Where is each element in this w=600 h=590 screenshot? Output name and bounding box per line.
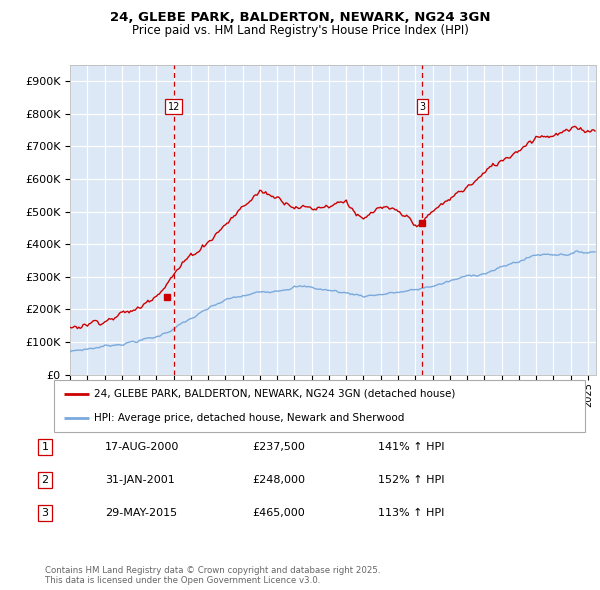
Text: 141% ↑ HPI: 141% ↑ HPI [378,442,445,452]
Text: £248,000: £248,000 [252,475,305,485]
Text: 3: 3 [419,101,425,112]
Text: 24, GLEBE PARK, BALDERTON, NEWARK, NG24 3GN: 24, GLEBE PARK, BALDERTON, NEWARK, NG24 … [110,11,490,24]
Text: 12: 12 [167,101,180,112]
Text: 29-MAY-2015: 29-MAY-2015 [105,508,177,518]
Text: 31-JAN-2001: 31-JAN-2001 [105,475,175,485]
Text: Price paid vs. HM Land Registry's House Price Index (HPI): Price paid vs. HM Land Registry's House … [131,24,469,37]
Text: 2: 2 [41,475,49,485]
Text: £237,500: £237,500 [252,442,305,452]
Text: 17-AUG-2000: 17-AUG-2000 [105,442,179,452]
Text: HPI: Average price, detached house, Newark and Sherwood: HPI: Average price, detached house, Newa… [94,413,404,423]
FancyBboxPatch shape [54,380,585,432]
Text: 3: 3 [41,508,49,518]
Text: Contains HM Land Registry data © Crown copyright and database right 2025.
This d: Contains HM Land Registry data © Crown c… [45,566,380,585]
Text: 24, GLEBE PARK, BALDERTON, NEWARK, NG24 3GN (detached house): 24, GLEBE PARK, BALDERTON, NEWARK, NG24 … [94,389,455,399]
Text: 113% ↑ HPI: 113% ↑ HPI [378,508,445,518]
Text: 1: 1 [41,442,49,452]
Text: 152% ↑ HPI: 152% ↑ HPI [378,475,445,485]
Text: £465,000: £465,000 [252,508,305,518]
